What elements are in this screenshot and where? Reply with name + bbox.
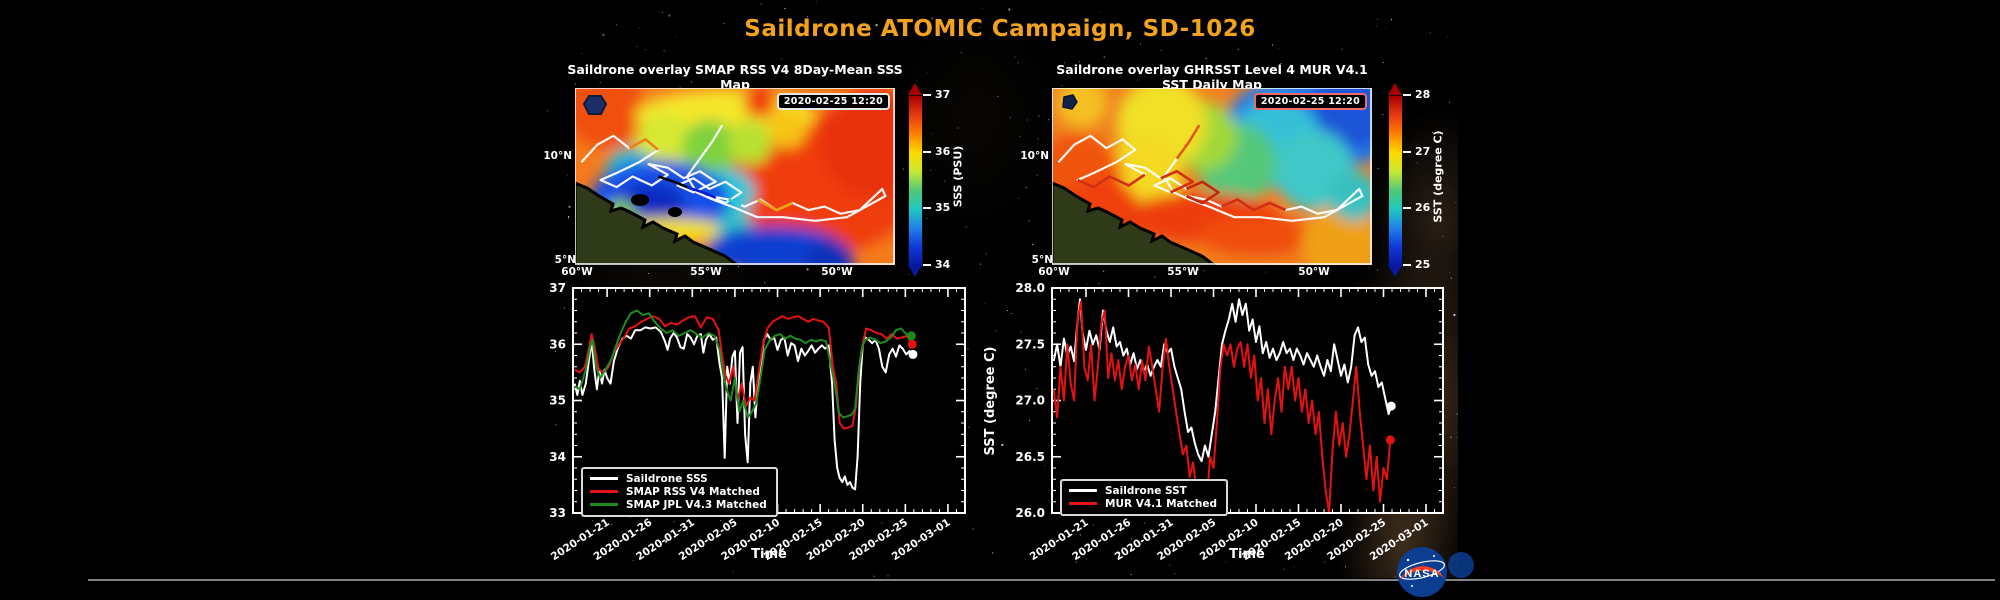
right-map-lat-10n: 10°N — [1020, 150, 1049, 162]
colorbar-tick — [1403, 207, 1411, 210]
colorbar-tick-label: 35 — [935, 201, 951, 215]
colorbar-tick — [923, 150, 931, 153]
colorbar-tick-label: 36 — [935, 144, 951, 158]
series-line — [574, 309, 912, 419]
legend-item: SMAP JPL V4.3 Matched — [590, 498, 767, 511]
y-tick-label: 37 — [549, 281, 566, 295]
legend-label: SMAP JPL V4.3 Matched — [626, 498, 767, 511]
right-xaxis-title: Time — [1229, 547, 1265, 562]
legend-label: Saildrone SSS — [626, 472, 708, 485]
sss-map-image — [575, 88, 895, 265]
colorbar-arrow-down — [1388, 265, 1402, 277]
colorbar-arrow-down — [908, 265, 922, 277]
colorbar-arrow-up — [908, 83, 922, 95]
colorbar-tick-label: 27 — [1415, 144, 1431, 158]
y-tick-label: 27.0 — [1015, 394, 1045, 408]
land-coastline — [575, 181, 740, 265]
sss-dark-spots — [631, 194, 682, 217]
legend-label: MUR V4.1 Matched — [1105, 497, 1217, 510]
colorbar-tick — [923, 264, 931, 266]
colorbar-tick — [1403, 150, 1411, 153]
series-end-dot — [906, 331, 916, 341]
bottom-divider-line — [88, 579, 1995, 581]
land-coastline — [1052, 181, 1217, 265]
right-yaxis-title: SST (degree C) — [983, 346, 998, 456]
colorbar-tick-label: 28 — [1415, 88, 1431, 101]
colorbar-tick-label: 26 — [1415, 201, 1431, 215]
right-map-lon-50w: 50°W — [1298, 266, 1330, 278]
colorbar-tick — [923, 94, 931, 96]
right-map-lon-55w: 55°W — [1167, 266, 1199, 278]
colorbar-tick — [1403, 94, 1411, 96]
sss-chart: 2020-01-212020-01-262020-01-312020-02-05… — [549, 281, 966, 563]
left-map-lat-5n: 5°N — [554, 254, 576, 266]
legend-label: Saildrone SST — [1105, 484, 1187, 497]
series-end-dot — [907, 339, 917, 349]
series-line — [1052, 300, 1392, 513]
sst-map: 2020-02-25 12:20 — [1052, 88, 1372, 265]
legend-item: SMAP RSS V4 Matched — [590, 485, 767, 498]
y-tick-label: 27.5 — [1015, 337, 1045, 351]
series-end-dot — [1385, 435, 1395, 445]
y-tick-label: 36 — [549, 337, 566, 351]
left-map-timestamp: 2020-02-25 12:20 — [776, 93, 890, 110]
sst-chart: 2020-01-212020-01-262020-01-312020-02-05… — [1015, 281, 1444, 563]
y-tick-label: 35 — [549, 394, 566, 408]
colorbar-arrow-up — [1388, 83, 1402, 95]
sst-legend: Saildrone SST MUR V4.1 Matched — [1060, 479, 1228, 516]
left-xaxis-title: Time — [751, 547, 787, 562]
right-map-lon-60w: 60°W — [1038, 266, 1070, 278]
series-line — [1052, 298, 1393, 463]
saildrone-logo-icon — [582, 95, 608, 115]
colorbar-tick — [923, 207, 931, 210]
saildrone-logo-icon — [1062, 94, 1078, 110]
legend-swatch — [1069, 502, 1097, 505]
left-map-lon-55w: 55°W — [690, 266, 722, 278]
legend-item: Saildrone SSS — [590, 472, 767, 485]
y-tick-label: 34 — [549, 450, 566, 464]
y-tick-label: 33 — [549, 506, 566, 520]
legend-swatch — [1069, 489, 1097, 492]
right-map-timestamp: 2020-02-25 12:20 — [1253, 93, 1367, 110]
colorbar-tick-label: 34 — [935, 258, 951, 271]
legend-item: Saildrone SST — [1069, 484, 1217, 497]
colorbar-tick — [1403, 264, 1411, 266]
left-map-lon-50w: 50°W — [821, 266, 853, 278]
saildrone-track — [1057, 124, 1364, 222]
y-tick-label: 26.5 — [1015, 450, 1045, 464]
left-map-lat-10n: 10°N — [543, 150, 572, 162]
series-end-dot — [1386, 401, 1396, 411]
sss-map: 2020-02-25 12:20 — [575, 88, 895, 265]
svg-text:NASA: NASA — [1404, 568, 1439, 580]
y-tick-label: 26.0 — [1015, 506, 1045, 520]
y-tick-label: 28.0 — [1015, 281, 1045, 295]
main-title: Saildrone ATOMIC Campaign, SD-1026 — [744, 16, 1256, 42]
sss-legend: Saildrone SSS SMAP RSS V4 Matched SMAP JPL… — [581, 467, 778, 517]
saildrone-track — [580, 124, 887, 222]
legend-swatch — [590, 490, 618, 493]
left-map-lon-60w: 60°W — [561, 266, 593, 278]
colorbar-tick-label: 25 — [1415, 258, 1431, 271]
legend-label: SMAP RSS V4 Matched — [626, 485, 760, 498]
partner-logo-icon — [1448, 552, 1474, 578]
legend-swatch — [590, 477, 618, 480]
legend-item: MUR V4.1 Matched — [1069, 497, 1217, 510]
series-line — [573, 326, 914, 491]
colorbar-tick-label: 37 — [935, 88, 951, 101]
series-end-dot — [908, 349, 918, 359]
legend-swatch — [590, 503, 618, 506]
right-map-lat-5n: 5°N — [1031, 254, 1053, 266]
sst-map-image — [1052, 88, 1372, 265]
nasa-logo-icon: NASA — [1397, 547, 1447, 597]
